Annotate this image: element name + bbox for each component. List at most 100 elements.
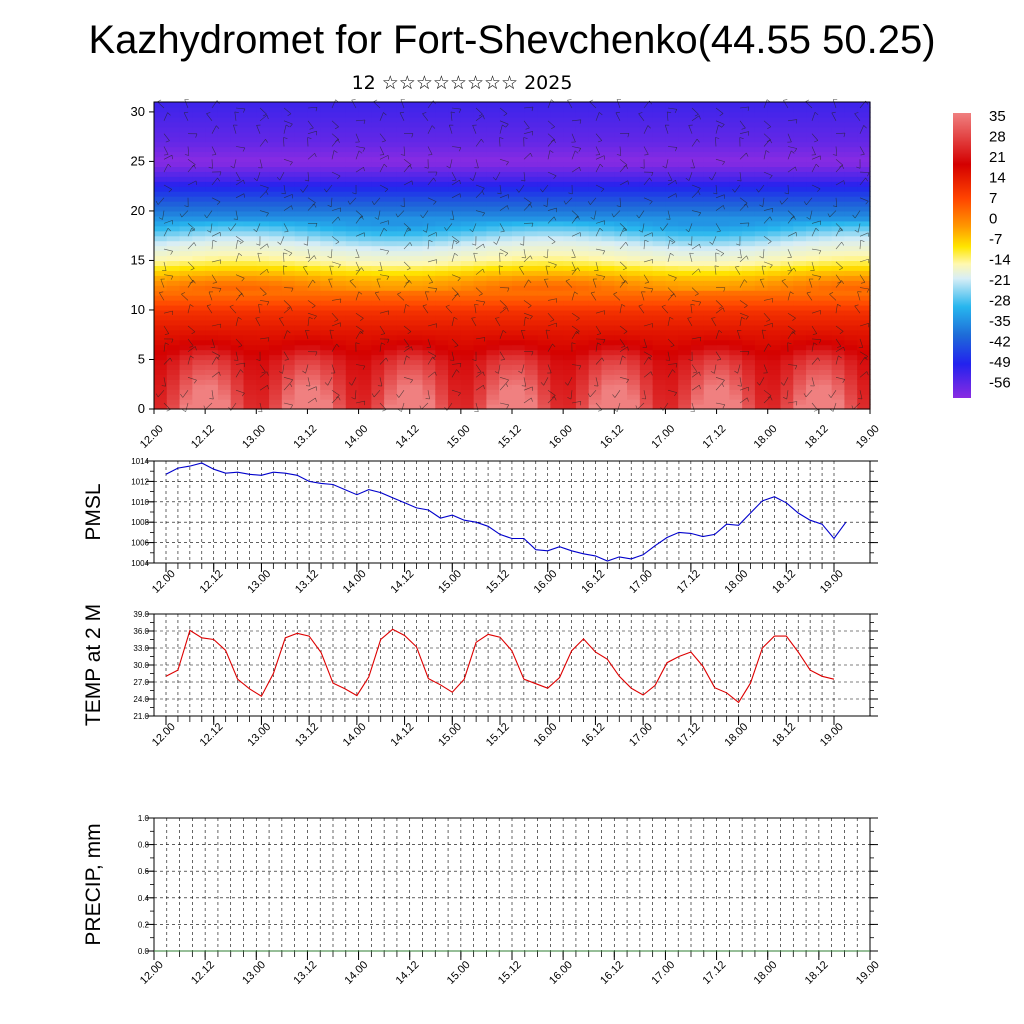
heatmap-cell xyxy=(729,215,743,222)
heatmap-cell xyxy=(205,126,219,133)
heatmap-cell xyxy=(831,329,846,336)
heatmap-cell xyxy=(742,329,756,336)
heatmap-cell xyxy=(396,314,411,321)
wind-barb xyxy=(761,330,765,339)
heatmap-cell xyxy=(154,205,168,212)
wind-barb xyxy=(307,377,311,387)
heatmap-cell xyxy=(358,171,372,177)
wind-barb-flag xyxy=(157,99,162,103)
heatmap-cell xyxy=(550,369,564,375)
heatmap-cell xyxy=(154,186,168,192)
heatmap-cell xyxy=(320,280,334,286)
wind-barb-flag xyxy=(543,256,548,259)
heatmap-cell xyxy=(524,230,539,237)
wind-barb xyxy=(643,197,653,202)
heatmap-cell xyxy=(614,354,628,361)
heatmap-cell xyxy=(154,319,168,326)
wind-barb-flag xyxy=(265,187,269,192)
heatmap-cell xyxy=(256,404,270,410)
wind-barb-flag xyxy=(722,161,725,166)
wind-barb-flag xyxy=(649,177,652,182)
heatmap-cell xyxy=(780,250,794,257)
heatmap-cell xyxy=(524,205,539,212)
wind-barb xyxy=(547,150,551,160)
heatmap-cell xyxy=(281,102,296,108)
heatmap-cell xyxy=(844,176,858,182)
wind-barb-flag xyxy=(784,192,789,195)
heatmap-cell xyxy=(384,389,398,395)
heatmap-cell xyxy=(448,146,462,153)
heatmap-cell xyxy=(448,295,462,301)
heatmap-cell xyxy=(537,111,551,118)
heatmap-cell xyxy=(294,295,309,301)
heatmap-cell xyxy=(716,275,730,281)
wind-barb-flag xyxy=(167,227,172,232)
wind-barb xyxy=(451,236,460,242)
heatmap-cell xyxy=(192,255,206,262)
heatmap-cell xyxy=(550,106,564,113)
heatmap-cell xyxy=(179,201,193,207)
heatmap-cell xyxy=(473,300,488,306)
heatmap-cell xyxy=(409,275,424,281)
wind-barb-flag xyxy=(399,111,405,114)
heatmap-cell xyxy=(294,280,309,286)
heatmap-cell xyxy=(499,245,513,252)
heatmap-cell xyxy=(154,265,168,271)
heatmap-cell xyxy=(384,186,398,192)
wind-barb-flag xyxy=(492,176,497,181)
heatmap-cell xyxy=(665,205,679,212)
heatmap-cell xyxy=(716,260,730,266)
heatmap-cell xyxy=(639,201,654,207)
heatmap-cell xyxy=(614,210,628,217)
heatmap-cell xyxy=(844,191,858,197)
wind-barb xyxy=(259,191,267,199)
heatmap-cell xyxy=(217,339,232,346)
wind-barb-flag xyxy=(459,363,462,368)
wind-barb-flag xyxy=(483,243,485,248)
heatmap-cell xyxy=(729,349,743,356)
heatmap-cell xyxy=(499,225,513,232)
heatmap-cell xyxy=(217,161,232,167)
heatmap-cell xyxy=(793,265,807,271)
heatmap-cell xyxy=(448,171,462,177)
heatmap-cell xyxy=(307,196,321,202)
heatmap-cell xyxy=(345,324,360,331)
wind-barb-flag xyxy=(552,343,556,348)
wind-barb-flag xyxy=(167,112,171,116)
heatmap-cell xyxy=(154,354,168,361)
heatmap-cell xyxy=(192,161,206,167)
heatmap-cell xyxy=(422,255,436,262)
x-tick-label: 15.00 xyxy=(445,423,473,451)
heatmap-cell xyxy=(486,121,500,128)
heatmap-cell xyxy=(601,146,615,153)
heatmap-cell xyxy=(793,205,807,212)
wind-barb-flag xyxy=(711,317,716,319)
heatmap-cell xyxy=(154,151,168,158)
wind-barb xyxy=(811,155,821,160)
heatmap-cell xyxy=(614,290,628,296)
wind-barb xyxy=(211,146,217,155)
heatmap-cell xyxy=(205,389,219,395)
heatmap-cell xyxy=(601,161,615,167)
heatmap-cell xyxy=(435,305,449,311)
heatmap-cell xyxy=(320,186,334,192)
heatmap-cell xyxy=(588,334,603,341)
heatmap-cell xyxy=(742,171,756,177)
wind-barb-flag xyxy=(286,306,291,309)
heatmap-cell xyxy=(857,255,871,262)
heatmap-cell xyxy=(384,235,398,242)
heatmap-cell xyxy=(780,186,794,192)
heatmap-cell xyxy=(588,384,603,390)
heatmap-cell xyxy=(154,131,168,138)
wind-barb xyxy=(403,377,413,381)
heatmap-cell xyxy=(460,314,475,321)
heatmap-cell xyxy=(665,285,679,291)
wind-barb-flag xyxy=(255,317,260,319)
wind-barb-flag xyxy=(866,288,870,293)
wind-barb-flag xyxy=(266,301,270,306)
heatmap-cell xyxy=(524,324,539,331)
heatmap-cell xyxy=(371,285,385,291)
heatmap-cell xyxy=(588,116,603,123)
wind-barb xyxy=(691,384,700,391)
heatmap-cell xyxy=(767,121,782,128)
